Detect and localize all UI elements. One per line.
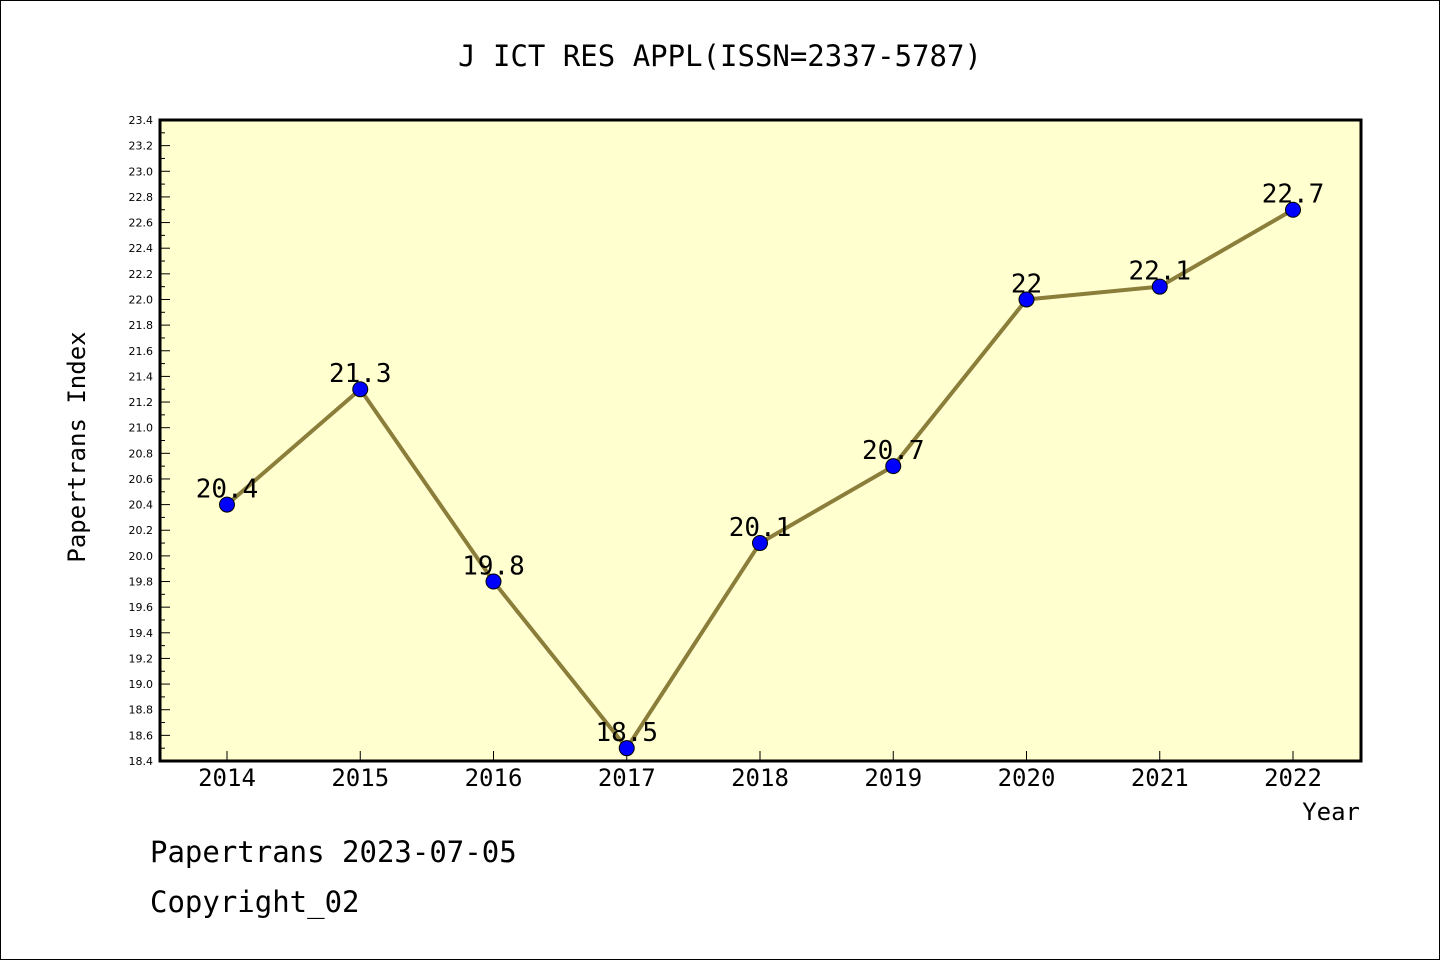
y-tick-label: 22.0 bbox=[129, 293, 154, 306]
y-tick-label: 23.2 bbox=[129, 140, 154, 153]
data-label: 22 bbox=[1011, 269, 1042, 299]
y-tick-label: 21.4 bbox=[129, 370, 154, 383]
y-tick-label: 21.0 bbox=[129, 422, 154, 435]
data-point bbox=[1285, 201, 1301, 218]
data-point bbox=[485, 573, 502, 590]
y-axis-label: Papertrans Index bbox=[63, 331, 91, 562]
y-tick-label: 19.0 bbox=[129, 678, 154, 691]
y-tick-label: 22.2 bbox=[129, 268, 154, 281]
data-label: 22.1 bbox=[1128, 257, 1191, 287]
y-tick-label: 20.8 bbox=[129, 447, 154, 460]
data-label: 20.4 bbox=[196, 475, 259, 505]
x-tick-label: 2020 bbox=[998, 764, 1056, 792]
y-tick-label: 21.2 bbox=[129, 396, 154, 409]
y-tick-label: 23.0 bbox=[129, 165, 154, 178]
chart-title: J ICT RES APPL(ISSN=2337-5787) bbox=[458, 39, 982, 73]
y-tick-label: 18.4 bbox=[129, 755, 154, 768]
plot-area bbox=[158, 118, 1363, 763]
y-tick-label: 19.2 bbox=[129, 652, 154, 665]
x-tick-label: 2016 bbox=[465, 764, 523, 792]
series-line-group: 20.4 21.3 19.8 18.5 20.1 20.7 22 22.1 22.7 bbox=[196, 180, 1325, 757]
x-tick-label: 2014 bbox=[198, 764, 256, 792]
y-tick-label: 18.8 bbox=[129, 704, 154, 717]
y-tick-label: 22.6 bbox=[129, 217, 154, 230]
footer-date: Papertrans 2023-07-05 bbox=[150, 835, 517, 869]
x-tick-label: 2018 bbox=[731, 764, 789, 792]
y-tick-label: 19.8 bbox=[129, 576, 154, 589]
x-axis-label: Year bbox=[1302, 798, 1360, 826]
y-tick-label: 21.6 bbox=[129, 345, 154, 358]
y-tick-label: 22.4 bbox=[129, 242, 154, 255]
data-label: 22.7 bbox=[1262, 180, 1325, 210]
y-tick-label: 22.8 bbox=[129, 191, 154, 204]
data-point bbox=[752, 535, 768, 552]
y-tick-label: 18.6 bbox=[129, 729, 154, 742]
data-label: 21.3 bbox=[329, 359, 392, 389]
x-axis: 2014 2015 2016 2017 2018 2019 2020 2021 2022 bbox=[198, 751, 1322, 792]
data-point bbox=[1018, 291, 1035, 308]
y-tick-label: 20.2 bbox=[129, 524, 154, 537]
x-tick-label: 2017 bbox=[598, 764, 656, 792]
data-label: 20.1 bbox=[729, 513, 792, 543]
footer-copyright: Copyright_02 bbox=[150, 885, 360, 919]
y-axis: 18.4 18.6 18.8 19.0 19.2 19.4 19.6 19.8 20.0 20.2… bbox=[129, 114, 170, 768]
data-label: 19.8 bbox=[462, 552, 525, 582]
data-point bbox=[618, 740, 635, 757]
y-tick-label: 19.6 bbox=[129, 601, 154, 614]
x-tick-label: 2021 bbox=[1131, 764, 1189, 792]
y-tick-label: 20.0 bbox=[129, 550, 154, 563]
data-point bbox=[1151, 278, 1168, 295]
data-point bbox=[885, 458, 902, 475]
data-label: 18.5 bbox=[595, 718, 658, 748]
x-tick-label: 2015 bbox=[331, 764, 389, 792]
x-tick-label: 2019 bbox=[864, 764, 922, 792]
y-tick-label: 20.4 bbox=[129, 499, 154, 512]
data-label: 20.7 bbox=[862, 436, 925, 466]
x-tick-label: 2022 bbox=[1264, 764, 1322, 792]
y-tick-label: 20.6 bbox=[129, 473, 154, 486]
y-tick-label: 23.4 bbox=[129, 114, 154, 127]
y-tick-label: 19.4 bbox=[129, 627, 154, 640]
data-point bbox=[352, 381, 369, 398]
data-point bbox=[219, 496, 235, 513]
y-tick-label: 21.8 bbox=[129, 319, 154, 332]
